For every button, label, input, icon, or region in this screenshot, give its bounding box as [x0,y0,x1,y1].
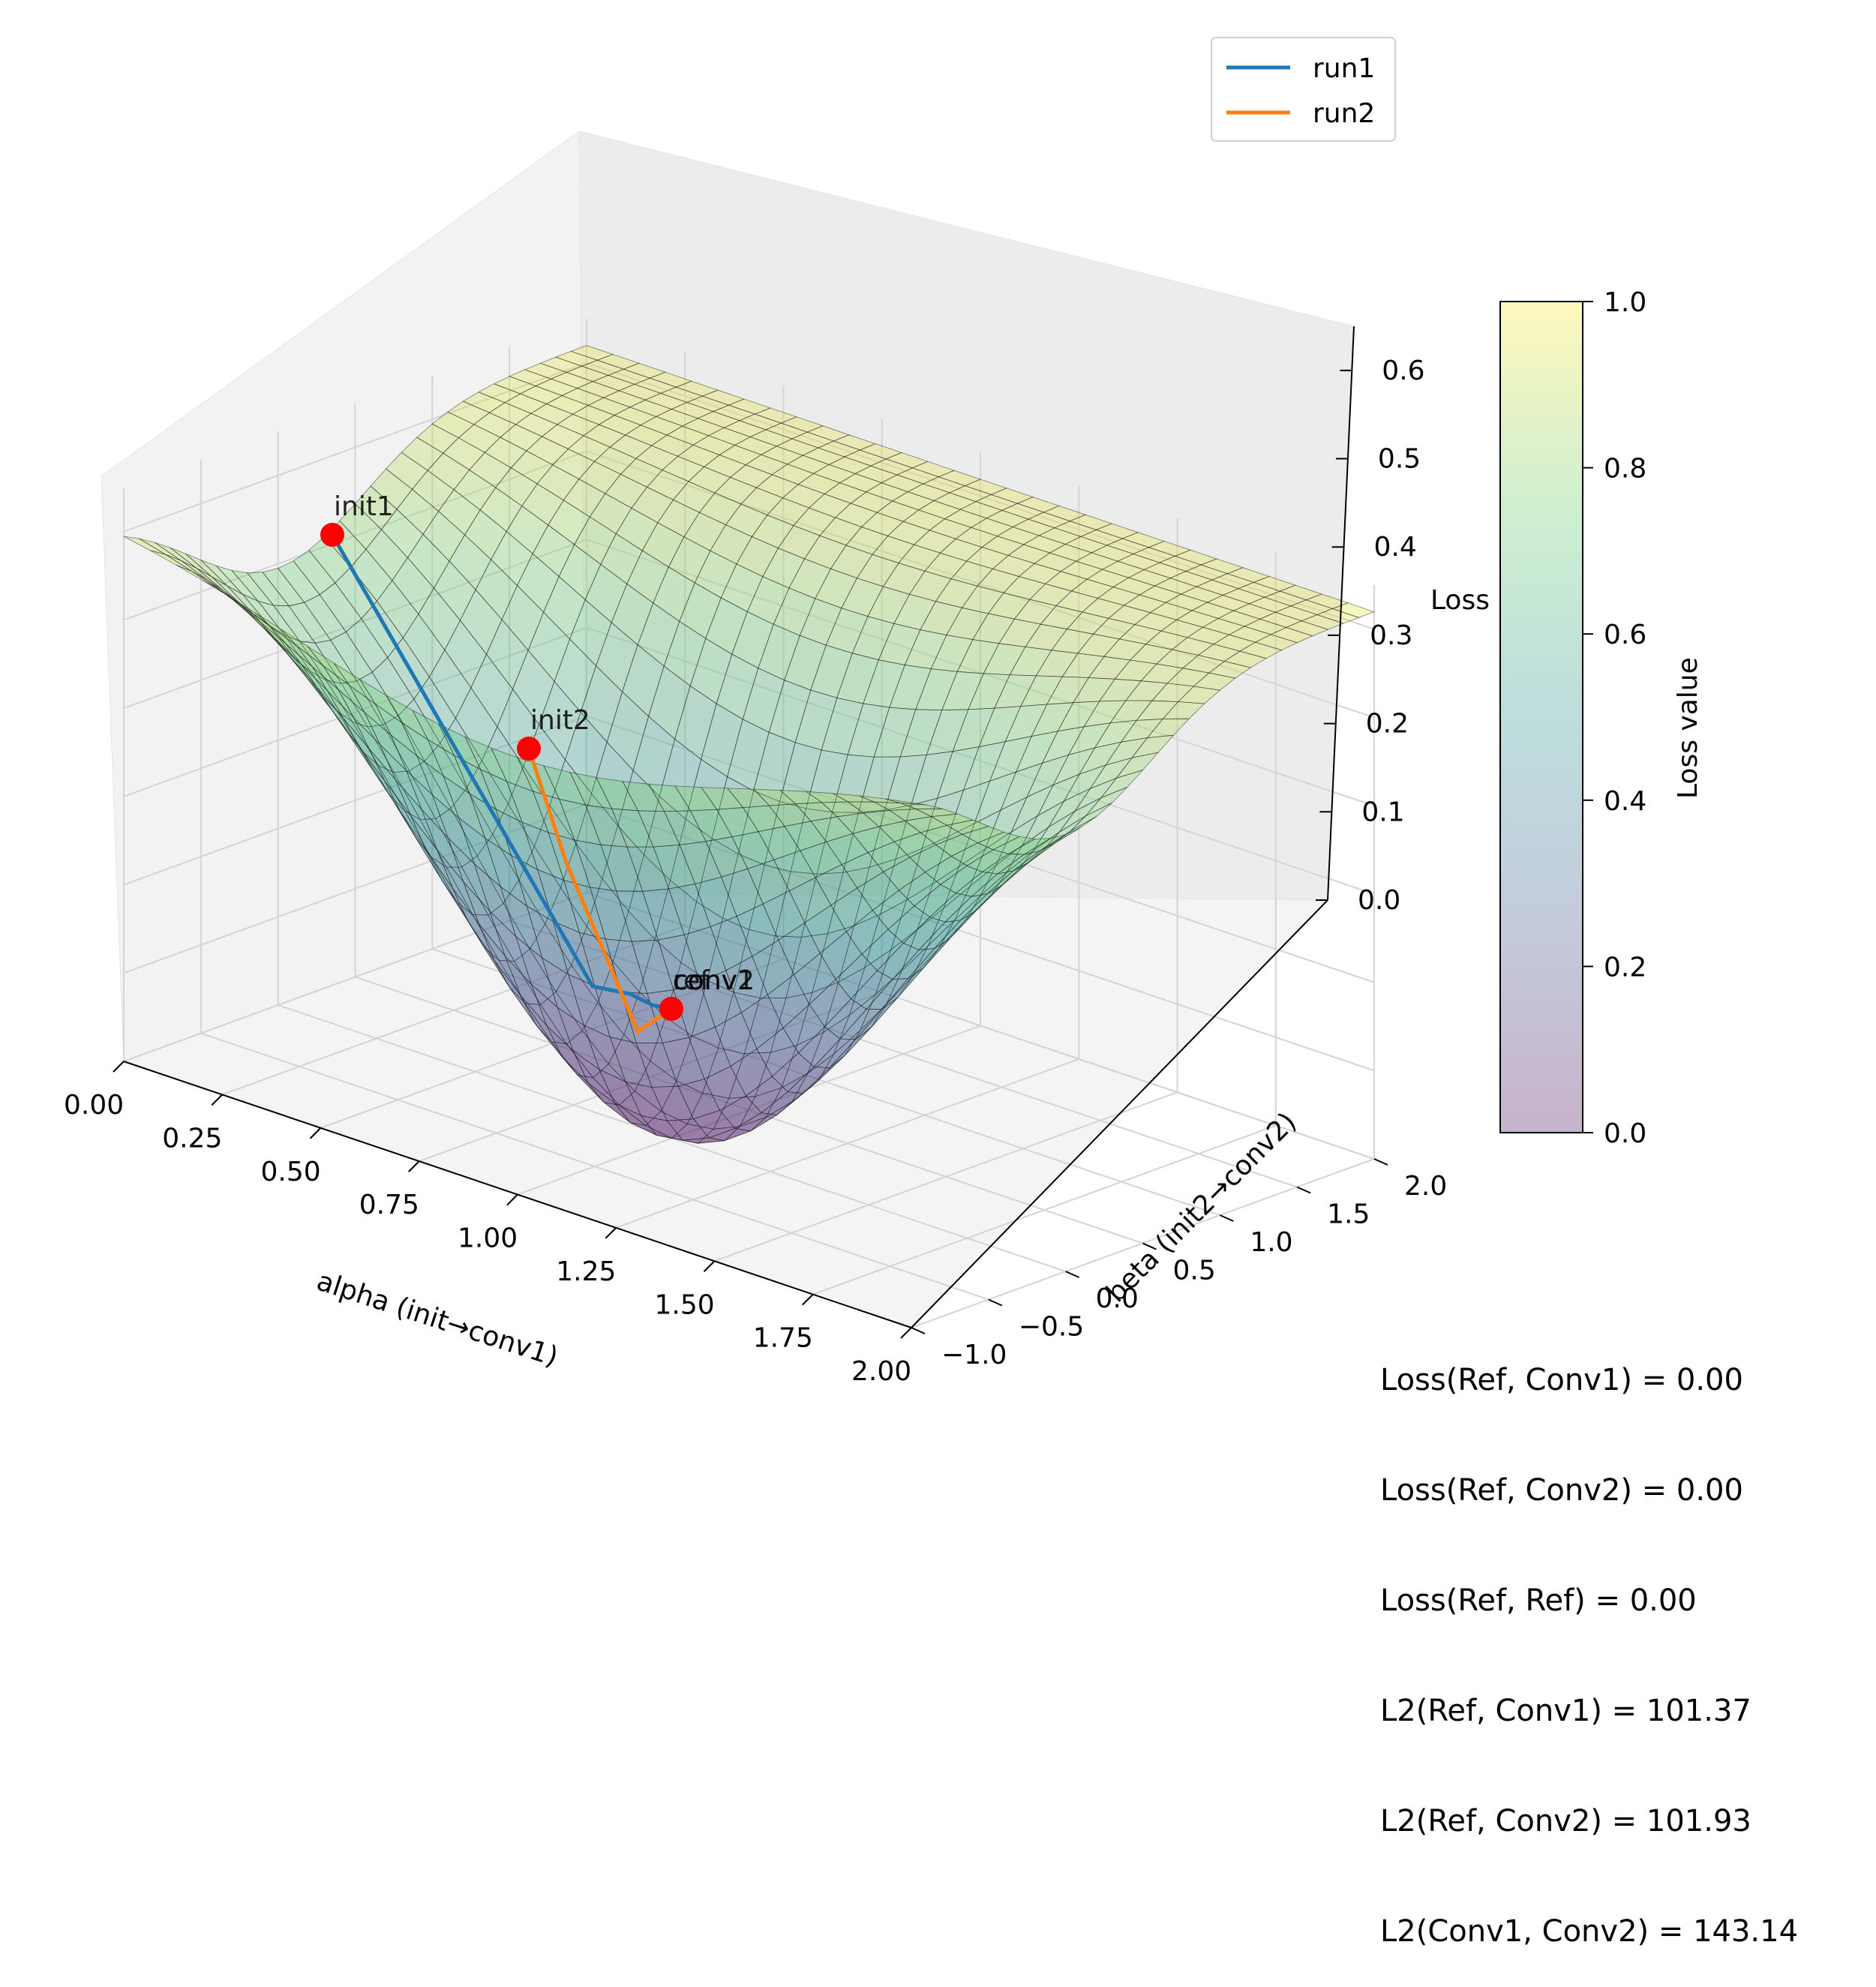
z-axis-line [1327,326,1355,901]
y-tick-label: 0.5 [1173,1256,1216,1286]
legend-run2-label: run2 [1313,98,1375,129]
grid-line [123,362,1375,630]
run1-line [330,533,672,1011]
y-tick-label: −1.0 [941,1340,1007,1370]
y-tick-label: 2.0 [1404,1171,1447,1202]
y-tick-label: 1.0 [1250,1227,1292,1258]
loss-landscape-figure: 0.00 0.25 0.50 0.75 1.00 1.25 1.50 1.75 2.00 −1.0… [64,37,1703,1387]
stats-block: Loss(Ref, Conv1) = 0.00 Loss(Ref, Conv2)… [1380,1289,1868,1987]
y-tick [988,1298,1003,1307]
y-axis-line [911,899,1328,1328]
grid-line [123,450,1375,719]
x-tick [900,1327,912,1339]
colorbar-tick-label: 0.6 [1604,620,1646,650]
stat-line: Loss(Ref, Ref) = 0.00 [1380,1583,1697,1618]
y-tick-label: −0.5 [1019,1312,1084,1343]
grid-line [123,715,1375,983]
legend: run1 run2 [1211,37,1396,142]
y-tick [1373,1158,1388,1166]
point-label-conv2: conv2 [673,965,755,996]
y-tick [911,1327,926,1334]
x-tick-label: 1.50 [655,1289,715,1320]
point-marker-init1 [320,523,344,547]
y-tick-label: 0.0 [1096,1283,1139,1314]
stat-line: L2(Ref, Conv2) = 101.93 [1380,1804,1751,1838]
point-label-init2: init2 [530,705,590,736]
x-tick-label: 1.00 [458,1223,518,1254]
point-label-init1: init1 [334,491,394,522]
stat-line: L2(Ref, Conv1) = 101.37 [1380,1694,1751,1728]
y-tick [1219,1214,1234,1222]
y-tick-label: 1.5 [1327,1199,1370,1230]
surface-patch [884,798,927,806]
grid-line [123,626,1375,895]
colorbar-tick-label: 0.8 [1604,454,1646,485]
x-tick [408,1160,420,1172]
z-tick-label: 0.2 [1366,709,1409,740]
tick-marks: 0.00 0.25 0.50 0.75 1.00 1.25 1.50 1.75 2.00 −1.0… [64,356,1447,1387]
grid-line [123,803,1375,1072]
stat-line: Loss(Ref, Conv1) = 0.00 [1380,1363,1743,1397]
grid-line [123,891,1375,1160]
x-tick-label: 0.25 [162,1123,222,1154]
colorbar: 0.0 0.2 0.4 0.6 0.8 1.0 Loss value [1499,287,1703,1149]
y-tick [1142,1242,1157,1250]
point-marker-init2 [517,737,541,761]
z-tick-label: 0.0 [1358,885,1400,916]
optimization-runs [330,533,673,1034]
x-tick-label: 0.00 [64,1090,124,1121]
run2-line [527,748,673,1034]
z-tick-label: 0.3 [1370,620,1412,651]
x-tick [309,1127,322,1139]
z-tick-label: 0.1 [1361,797,1404,827]
colorbar-tick-label: 0.0 [1604,1118,1646,1149]
colorbar-tick-label: 1.0 [1604,287,1646,318]
y-tick [1065,1271,1080,1278]
x-tick [211,1094,223,1106]
x-tick-label: 1.75 [753,1323,813,1354]
colorbar-fill [1500,302,1583,1133]
point-label-ref: ref [673,965,710,996]
stat-line: Loss(Ref, Conv2) = 0.00 [1380,1473,1743,1508]
x-tick-label: 0.75 [359,1190,419,1220]
point-marker-conv2 [659,997,683,1021]
z-tick-label: 0.5 [1378,444,1421,475]
stat-line: L2(Conv1, Conv2) = 143.14 [1380,1914,1799,1949]
loss-surface [123,345,1376,1144]
colorbar-ticks: 0.0 0.2 0.4 0.6 0.8 1.0 [1583,287,1646,1149]
x-tick-label: 1.25 [556,1256,616,1287]
x-tick [703,1260,716,1272]
z-tick-label: 0.6 [1382,356,1424,386]
grid-line [123,539,1375,807]
colorbar-tick-label: 0.4 [1604,786,1646,817]
legend-run1-label: run1 [1313,53,1375,84]
axes-panes [101,131,1355,1328]
colorbar-tick-label: 0.2 [1604,952,1646,983]
x-tick [113,1061,125,1073]
x-tick [605,1227,617,1239]
legend-box [1211,37,1396,142]
x-tick-label: 2.00 [851,1356,911,1387]
colorbar-label: Loss value [1673,657,1703,799]
y-tick [1296,1186,1311,1194]
z-tick-label: 0.4 [1374,532,1417,563]
point-label-conv1: conv1 [673,965,755,996]
x-tick-label: 0.50 [261,1157,321,1187]
x-tick [802,1293,814,1306]
z-axis-label: Loss [1430,585,1490,616]
x-tick [506,1193,518,1206]
colorbar-frame [1499,301,1583,1133]
x-axis-label: alpha (init→conv1) [313,1266,562,1373]
